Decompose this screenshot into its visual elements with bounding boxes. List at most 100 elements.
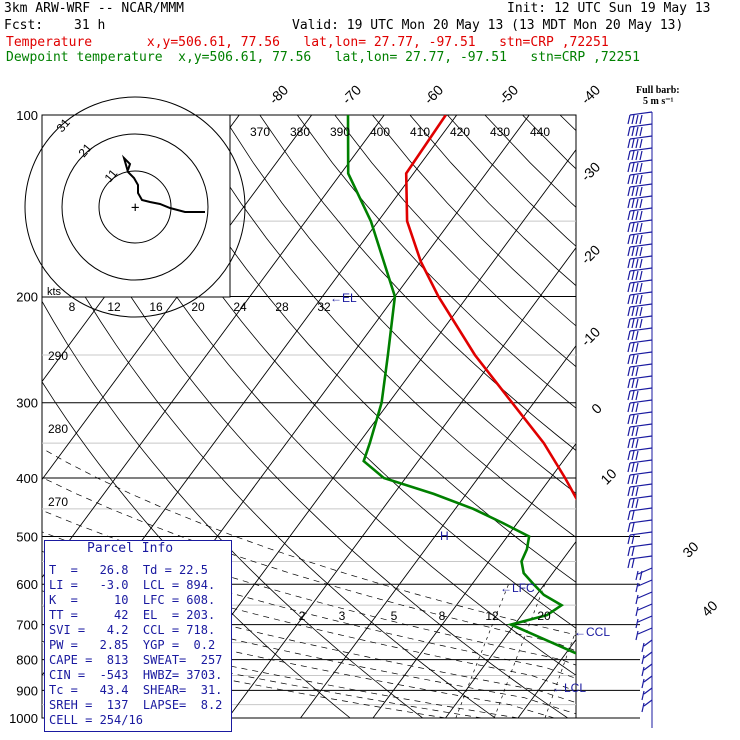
isotherm-label-3: -50 <box>496 82 522 108</box>
theta-label-430: 430 <box>490 125 510 139</box>
parcel-row-svi: SVI = 4.2 CCL = 718. <box>49 623 216 637</box>
wind-barb-staff <box>629 219 653 224</box>
wind-barb-feather <box>627 342 631 353</box>
wind-barb-feather <box>639 294 643 305</box>
dry-adiabat-410 <box>522 115 576 170</box>
wind-barb-feather <box>627 366 631 377</box>
wind-barb-feather <box>631 186 635 197</box>
level-marker-ccl: ←CCL <box>574 625 610 639</box>
wind-barb-feather <box>627 438 631 449</box>
wind-barb-feather <box>635 174 639 185</box>
wind-barb-staff <box>629 303 653 308</box>
wind-barb-staff <box>629 351 653 356</box>
wind-barb <box>641 699 653 713</box>
dewpoint-trace <box>346 115 576 655</box>
moist-adiabat-20 <box>42 551 576 692</box>
wind-barb-staff <box>637 627 653 635</box>
parcel-row-cin: CIN = -543 HWBZ= 3703. <box>49 668 223 682</box>
wind-barb-staff <box>629 435 653 440</box>
theta-label-410: 410 <box>410 125 430 139</box>
wind-barb <box>627 315 653 329</box>
wind-barb <box>627 351 653 365</box>
wind-barb-feather <box>631 330 635 341</box>
dry-adiabat-label-0: 290 <box>48 349 68 363</box>
wind-barb-staff <box>629 555 653 560</box>
pressure-label-400: 400 <box>16 471 38 486</box>
wind-barb <box>627 267 653 281</box>
wind-barb <box>627 207 653 221</box>
speed-tick-32: 32 <box>317 300 331 314</box>
wind-barb-staff <box>629 279 653 284</box>
mixing-ratio-2 <box>455 584 509 718</box>
wind-barb-feather <box>635 126 639 137</box>
wind-barb-feather <box>631 222 635 233</box>
wind-barb <box>641 651 653 665</box>
wind-barb <box>627 531 653 545</box>
wind-barb <box>627 399 653 413</box>
wind-barb <box>627 171 653 185</box>
dry-adiabat-460 <box>710 115 740 718</box>
isotherm-label-4: -40 <box>578 82 604 108</box>
wind-barb-feather <box>631 138 635 149</box>
wind-barb-feather <box>639 234 643 245</box>
isotherm--80 <box>42 115 385 579</box>
wind-barb-feather <box>631 402 635 413</box>
wind-barb-feather <box>627 234 631 245</box>
wind-barb <box>627 507 653 521</box>
moist-adiabat-35 <box>42 477 576 652</box>
wind-barb-feather <box>631 306 635 317</box>
mixing-ratio-label-2: 5 <box>391 609 398 623</box>
wind-barb <box>641 663 653 677</box>
wind-barb-staff <box>629 135 653 140</box>
wind-barb <box>627 111 653 125</box>
pressure-label-700: 700 <box>16 618 38 633</box>
wind-barb-staff <box>629 363 653 368</box>
init-time: Init: 12 UTC Sun 19 May 13 <box>507 1 711 16</box>
isotherm--20 <box>372 442 576 718</box>
wind-barb-feather <box>631 462 635 473</box>
wind-barb-feather <box>631 558 635 569</box>
wind-barb-feather <box>639 210 643 221</box>
wind-barb-feather <box>635 246 639 257</box>
wind-barb-feather <box>631 390 635 401</box>
isotherm--40 <box>227 246 576 718</box>
wind-barb <box>627 411 653 425</box>
wind-barb-feather <box>635 258 639 269</box>
model-title: 3km ARW-WRF -- NCAR/MMM <box>4 1 185 16</box>
wind-barb-feather <box>639 186 643 197</box>
wind-barb-feather <box>627 222 631 233</box>
wind-barb-feather <box>627 402 631 413</box>
wind-barb-staff <box>637 603 653 611</box>
wind-barb-feather <box>635 222 639 233</box>
theta-label-420: 420 <box>450 125 470 139</box>
wind-barb <box>627 183 653 197</box>
temperature-trace <box>404 115 576 501</box>
wind-barb <box>627 363 653 377</box>
wind-barb-feather <box>641 666 645 677</box>
hodograph-frame <box>41 114 231 298</box>
wind-barb-feather <box>627 114 631 125</box>
pressure-label-900: 900 <box>16 683 38 698</box>
wind-barb-feather <box>627 498 631 509</box>
wind-barb-feather <box>641 690 645 701</box>
wind-barb <box>627 447 653 461</box>
pressure-label-600: 600 <box>16 577 38 592</box>
wind-barb <box>627 471 653 485</box>
wind-barb-staff <box>629 327 653 332</box>
wind-barb <box>627 303 653 317</box>
barb-legend-line1: Full barb: <box>636 85 680 96</box>
wind-barb-staff <box>643 663 653 671</box>
isotherm-label-7: -10 <box>578 324 604 350</box>
wind-barb <box>627 375 653 389</box>
speed-tick-28: 28 <box>275 300 289 314</box>
wind-barb-feather <box>627 198 631 209</box>
wind-barb-staff <box>629 171 653 176</box>
moist-adiabat-30 <box>42 509 576 666</box>
wind-barb-feather <box>635 294 639 305</box>
wind-barb <box>627 495 653 509</box>
wind-barb-feather <box>627 246 631 257</box>
isotherm--90 <box>42 115 313 481</box>
wind-barb-feather <box>627 510 631 521</box>
wind-barb-feather <box>627 282 631 293</box>
mixing-ratio-3 <box>493 584 546 718</box>
